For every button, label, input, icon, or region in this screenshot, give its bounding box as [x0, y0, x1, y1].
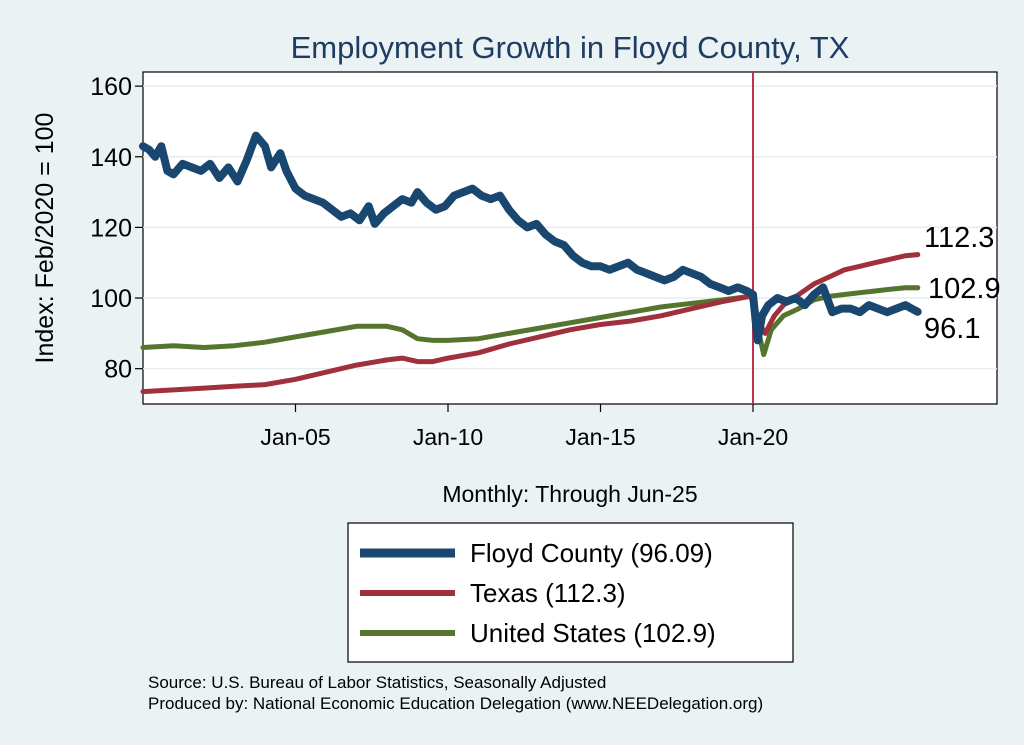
y-tick-label-100: 100	[90, 285, 132, 313]
series-end-point-texas	[915, 252, 921, 258]
y-tick-label-120: 120	[90, 214, 132, 242]
end-label-floyd-county: 96.1	[924, 313, 980, 345]
legend-label-united-states: United States (102.9)	[470, 618, 716, 648]
legend: Floyd County (96.09) Texas (112.3) United …	[360, 538, 716, 648]
series-line-texas	[140, 252, 921, 395]
plot-area	[142, 71, 998, 405]
y-axis: 80 100 120 140 160	[90, 73, 143, 384]
series-lines	[139, 131, 922, 395]
source-line: Source: U.S. Bureau of Labor Statistics,…	[148, 673, 606, 692]
legend-label-floyd-county: Floyd County (96.09)	[470, 538, 713, 568]
end-labels: 96.1 112.3 102.9	[924, 222, 1001, 345]
x-tick-label-Jan-20: Jan-20	[718, 424, 788, 450]
x-axis: Jan-05 Jan-10 Jan-15 Jan-20	[260, 404, 788, 450]
x-tick-label-Jan-05: Jan-05	[260, 424, 330, 450]
producer-line: Produced by: National Economic Education…	[148, 694, 763, 713]
chart-title: Employment Growth in Floyd County, TX	[291, 30, 850, 65]
x-tick-label-Jan-10: Jan-10	[413, 424, 483, 450]
x-axis-title: Monthly: Through Jun-25	[442, 481, 697, 507]
legend-label-texas: Texas (112.3)	[470, 578, 626, 608]
y-tick-label-160: 160	[90, 73, 132, 101]
y-axis-title: Index: Feb/2020 = 100	[31, 113, 59, 364]
series-line-floyd-county	[139, 131, 922, 345]
y-tick-label-80: 80	[104, 356, 132, 384]
end-label-texas: 112.3	[924, 222, 994, 254]
x-tick-label-Jan-15: Jan-15	[565, 424, 635, 450]
y-tick-label-140: 140	[90, 144, 132, 172]
series-end-point-floyd-county	[915, 309, 921, 315]
end-label-united-states: 102.9	[928, 273, 1001, 305]
series-end-point-united-states	[915, 285, 921, 291]
